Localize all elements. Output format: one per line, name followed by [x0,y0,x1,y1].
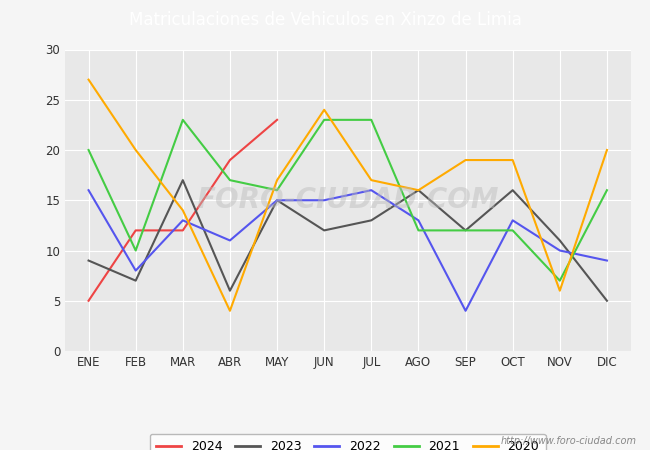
Text: FORO-CIUDAD.COM: FORO-CIUDAD.COM [196,186,499,214]
Legend: 2024, 2023, 2022, 2021, 2020: 2024, 2023, 2022, 2021, 2020 [150,434,545,450]
Text: http://www.foro-ciudad.com: http://www.foro-ciudad.com [501,436,637,446]
Text: Matriculaciones de Vehiculos en Xinzo de Limia: Matriculaciones de Vehiculos en Xinzo de… [129,11,521,29]
